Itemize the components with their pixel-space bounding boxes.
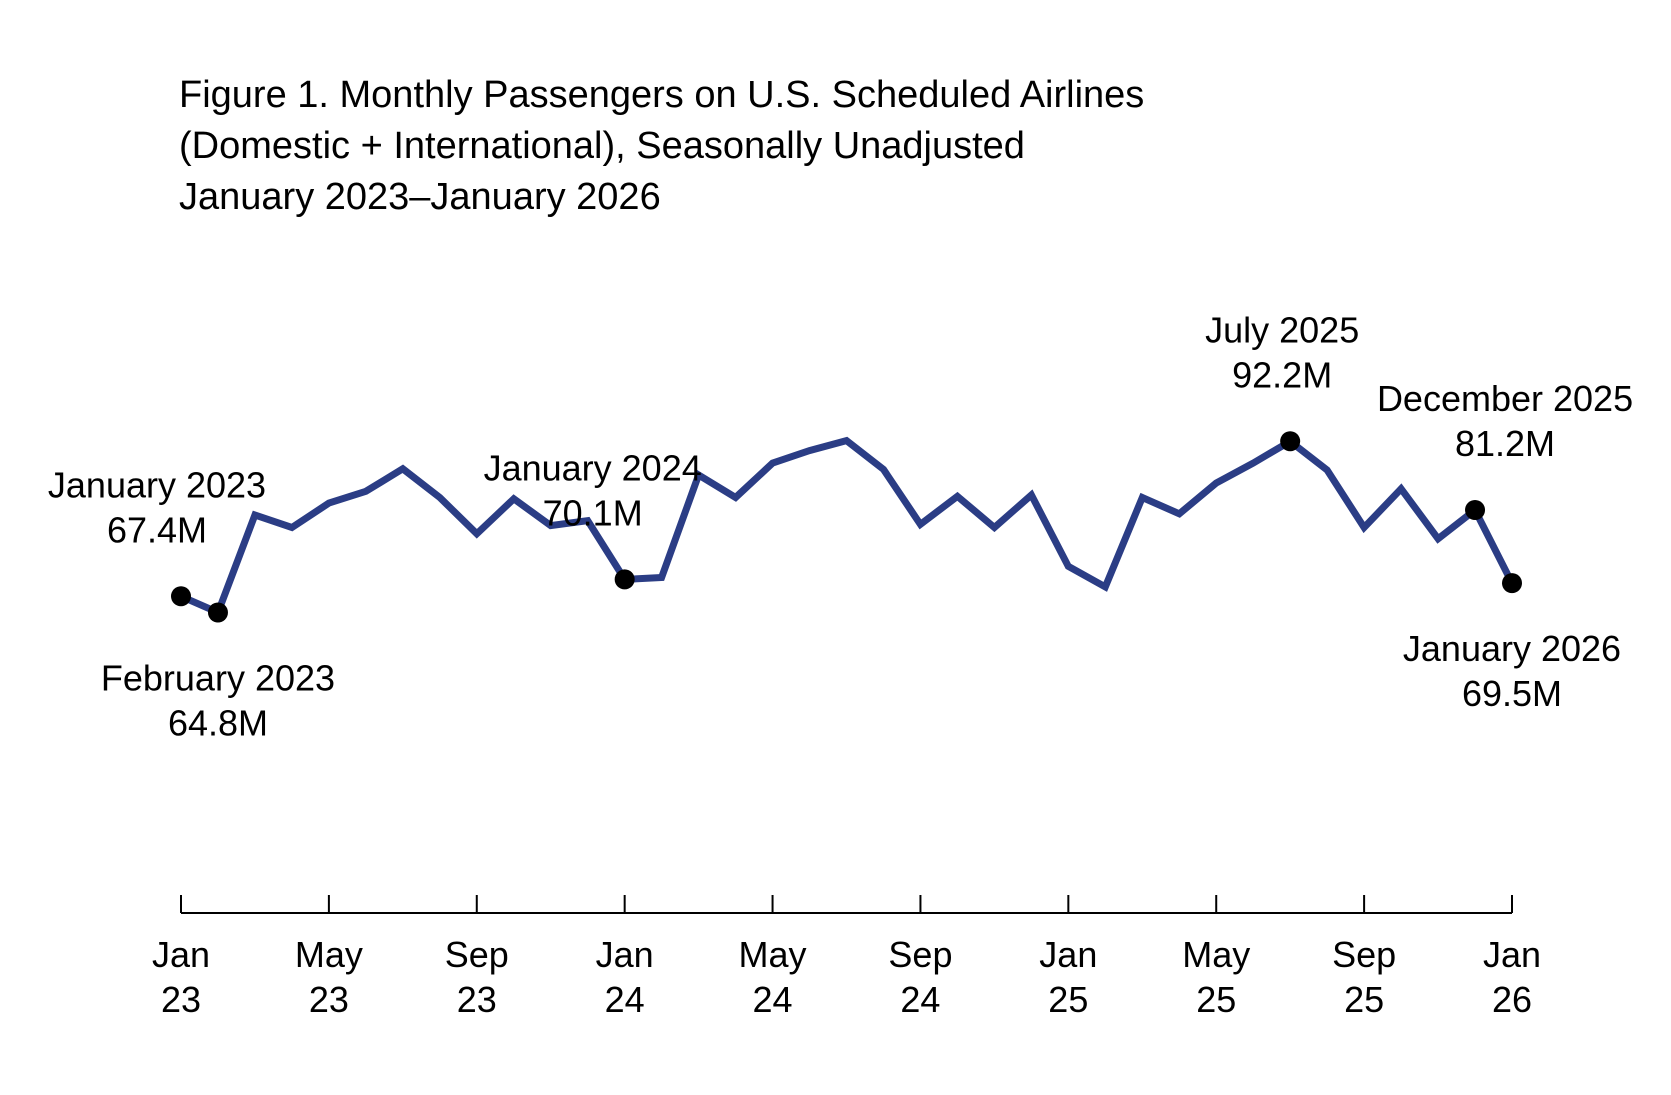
series-layer	[179, 436, 1516, 618]
data-point-marker	[171, 586, 191, 607]
x-tick-label: May	[739, 934, 807, 975]
annotation-label: February 2023	[101, 658, 335, 699]
x-tick-label: 23	[309, 979, 349, 1020]
annotation-value: 70.1M	[543, 492, 643, 533]
x-tick-label: Sep	[445, 934, 509, 975]
annotation-label: January 2023	[48, 464, 266, 505]
chart-title: Figure 1. Monthly Passengers on U.S. Sch…	[179, 70, 1144, 223]
x-tick-label: 23	[457, 979, 497, 1020]
x-tick-label: Sep	[888, 934, 952, 975]
series-line	[179, 436, 1516, 618]
x-tick-label: 25	[1048, 979, 1088, 1020]
chart-title-line-2: (Domestic + International), Seasonally U…	[179, 125, 1025, 167]
data-point-marker	[1502, 573, 1522, 594]
annotation-value: 67.4M	[107, 509, 207, 550]
x-tick-label: 23	[161, 979, 201, 1020]
x-tick-label: Sep	[1332, 934, 1396, 975]
annotation-label: January 2026	[1403, 628, 1621, 669]
x-tick-label: May	[1182, 934, 1250, 975]
x-tick-label: 24	[900, 979, 940, 1020]
x-tick-label: 24	[605, 979, 645, 1020]
x-tick-label: Jan	[1483, 934, 1541, 975]
x-tick-label: 24	[753, 979, 793, 1020]
annotation-value: 64.8M	[168, 703, 268, 744]
data-point-marker	[207, 602, 228, 623]
annotation-label: December 2025	[1377, 378, 1633, 419]
x-axis: Jan23May23Sep23Jan24May24Sep24Jan25May25…	[152, 895, 1541, 1020]
chart-title-line-3: January 2023–January 2026	[179, 176, 661, 218]
x-tick-label: Jan	[1039, 934, 1097, 975]
annotation-value: 92.2M	[1232, 354, 1332, 395]
chart-title-line-1: Figure 1. Monthly Passengers on U.S. Sch…	[179, 74, 1145, 116]
x-tick-label: 25	[1196, 979, 1236, 1020]
data-point-marker	[614, 569, 635, 590]
marker-layer	[171, 431, 1522, 623]
annotation-label: January 2024	[484, 447, 702, 488]
x-tick-label: 26	[1492, 979, 1532, 1020]
annotation-value: 69.5M	[1462, 673, 1562, 714]
x-tick-label: 25	[1344, 979, 1384, 1020]
x-tick-label: Jan	[596, 934, 654, 975]
annotation-label: July 2025	[1205, 309, 1359, 350]
data-point-marker	[1465, 500, 1486, 520]
x-tick-label: May	[295, 934, 363, 975]
annotation-value: 81.2M	[1455, 423, 1555, 464]
data-point-marker	[1280, 431, 1301, 452]
x-tick-label: Jan	[152, 934, 210, 975]
